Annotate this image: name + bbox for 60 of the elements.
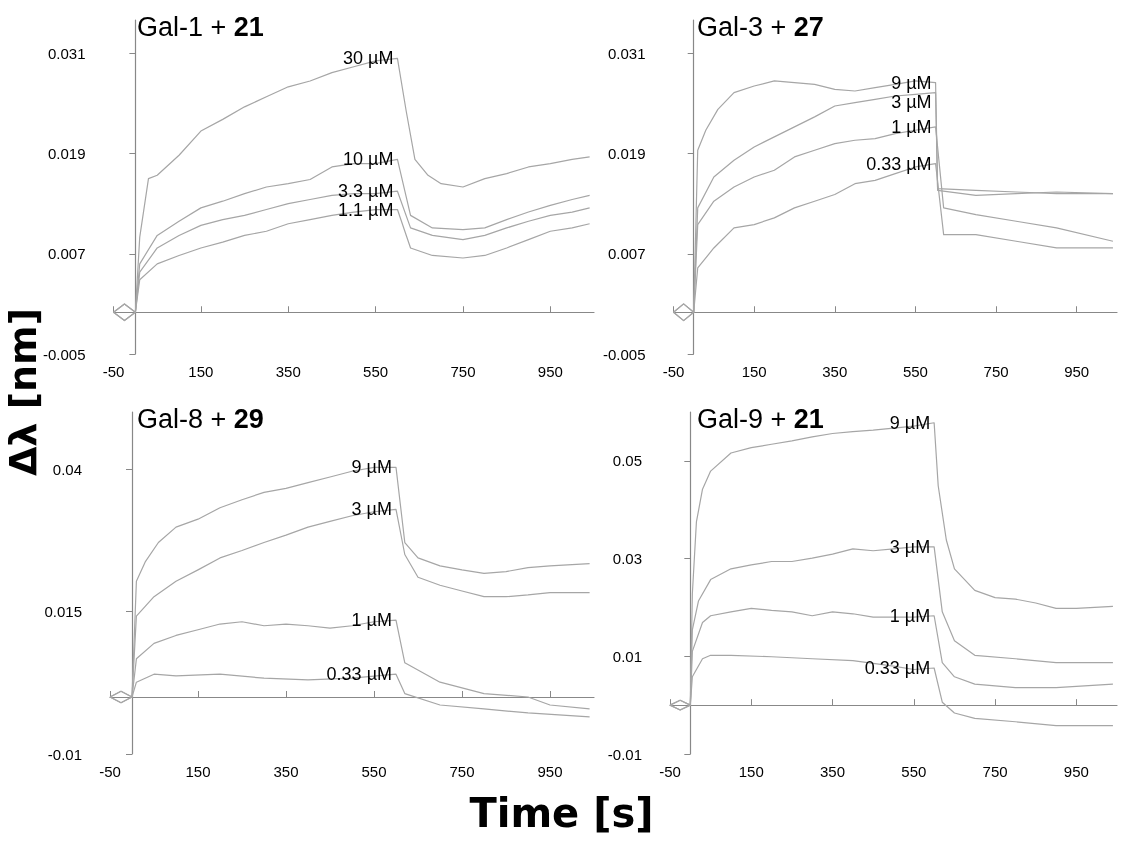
x-tick-label: 350 (275, 363, 301, 380)
x-tick-label: 950 (1063, 763, 1089, 780)
series-label: 3.3 µM (338, 181, 394, 202)
series-label: 3 µM (889, 536, 931, 557)
x-tick-label: -50 (662, 363, 685, 380)
x-tick-label: 550 (361, 763, 387, 780)
y-tick-label: -0.01 (607, 745, 642, 763)
x-tick-label: -50 (659, 763, 681, 780)
x-tick-label: 550 (902, 363, 928, 380)
series-label: 9 µM (891, 72, 932, 93)
x-tick-label: 750 (449, 763, 475, 780)
series-label: 1 µM (351, 610, 392, 631)
x-tick-label: -50 (102, 363, 125, 380)
x-tick-label: 750 (982, 763, 1008, 780)
x-tick-label: 350 (273, 763, 299, 780)
x-tick-label: 150 (185, 763, 211, 780)
series-label: 1 µM (891, 116, 932, 137)
x-tick-label: 950 (1064, 363, 1090, 380)
y-tick-label: 0.015 (44, 603, 82, 620)
chart-title: Gal-3 + 27 (697, 11, 824, 42)
y-tick-label: 0.04 (52, 460, 82, 478)
series-label: 0.33 µM (866, 153, 932, 174)
x-tick-label: 550 (901, 763, 927, 780)
y-tick-label: 0.05 (612, 452, 642, 470)
y-axis-title: Δλ [nm] (1, 307, 45, 477)
x-tick-label: 750 (450, 363, 476, 380)
chart-title: Gal-9 + 21 (697, 403, 824, 434)
series-label: 3 µM (351, 499, 392, 520)
x-tick-label: 350 (822, 363, 848, 380)
x-tick-label: 750 (983, 363, 1009, 380)
x-tick-label: 950 (537, 363, 563, 380)
x-tick-label: 150 (738, 763, 764, 780)
chart-title: Gal-1 + 21 (137, 11, 264, 42)
series-label: 1 µM (889, 605, 931, 626)
y-tick-label: 0.019 (47, 145, 86, 163)
y-tick-label: -0.005 (42, 345, 86, 363)
y-tick-label: 0.007 (47, 245, 86, 263)
x-tick-label: 350 (820, 763, 846, 780)
y-tick-label: 0.031 (47, 44, 86, 62)
y-tick-label: 0.031 (607, 44, 646, 62)
x-tick-label: 150 (741, 363, 767, 380)
series-label: 9 µM (351, 457, 392, 478)
y-tick-label: 0.007 (607, 245, 646, 263)
x-tick-label: 950 (537, 763, 563, 780)
y-tick-label: 0.03 (612, 550, 642, 568)
chart-title: Gal-8 + 29 (137, 403, 264, 434)
x-tick-label: 550 (363, 363, 389, 380)
series-label: 0.33 µM (864, 658, 931, 679)
y-tick-label: -0.01 (47, 745, 82, 763)
y-tick-label: -0.005 (602, 345, 646, 363)
y-tick-label: 0.019 (607, 145, 646, 163)
x-tick-label: 150 (188, 363, 214, 380)
series-label: 1.1 µM (338, 200, 394, 221)
series-label: 30 µM (343, 48, 394, 69)
y-tick-label: 0.01 (612, 647, 642, 665)
series-label: 9 µM (889, 412, 931, 433)
series-label: 10 µM (343, 149, 394, 170)
x-axis-title: Time [s] (468, 790, 655, 836)
x-tick-label: -50 (99, 763, 121, 780)
series-label: 0.33 µM (326, 664, 392, 685)
